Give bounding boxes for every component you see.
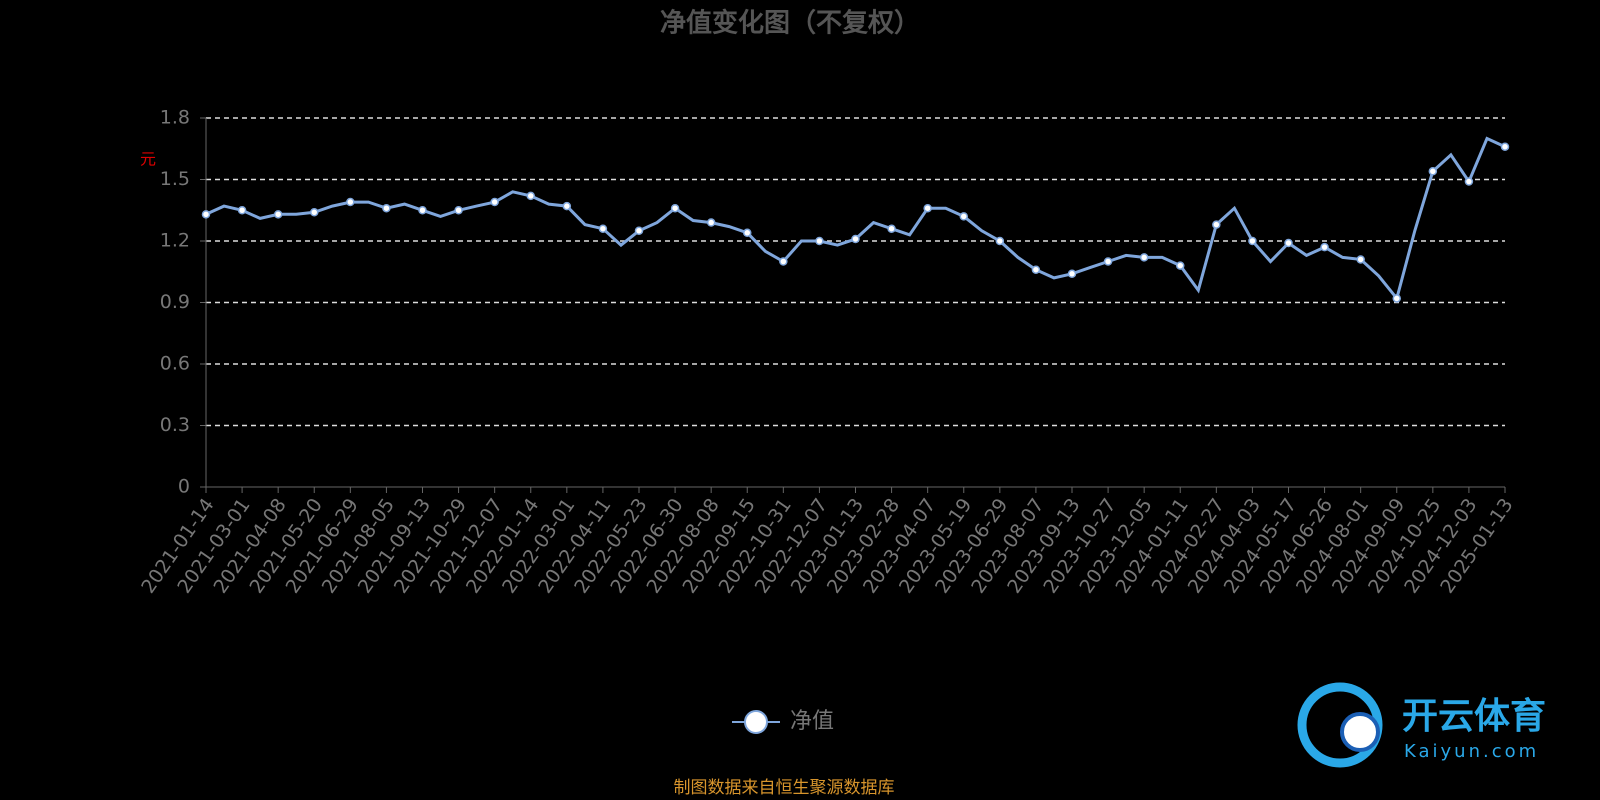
point-marker [1356, 255, 1365, 264]
point-marker [743, 228, 752, 238]
point-marker [1139, 253, 1149, 262]
point-marker [1284, 238, 1293, 248]
point-marker [634, 226, 644, 235]
point-marker [1428, 167, 1438, 176]
point-marker [382, 203, 391, 213]
point-marker [670, 203, 680, 213]
point-marker [562, 201, 572, 211]
logo-ball [1340, 712, 1380, 752]
point-marker [490, 197, 499, 207]
y-tick-label: 0.9 [160, 291, 190, 313]
y-tick-label: 0 [178, 476, 190, 498]
point-marker [923, 203, 932, 213]
point-marker [1392, 294, 1401, 303]
point-marker [706, 218, 716, 227]
point-marker [995, 236, 1005, 246]
point-marker [959, 212, 968, 221]
point-marker [1176, 261, 1185, 270]
y-tick-label: 1.5 [160, 168, 190, 190]
legend-label: 净值 [790, 709, 834, 734]
point-marker [1248, 236, 1257, 246]
point-marker [1212, 220, 1221, 229]
point-marker [598, 224, 608, 233]
point-marker [418, 206, 427, 215]
point-marker [1103, 257, 1113, 266]
point-marker [1500, 142, 1510, 151]
point-marker [779, 257, 788, 266]
point-marker [851, 234, 860, 244]
watermark-brand: 开云体育 [1402, 696, 1546, 737]
y-tick-label: 1.8 [160, 107, 190, 129]
chart-title: 净值变化图（不复权） [660, 8, 920, 39]
y-tick-label: 0.6 [160, 353, 190, 375]
legend-marker [744, 710, 768, 734]
point-marker [237, 206, 247, 215]
point-marker [1031, 265, 1041, 274]
point-marker [273, 210, 283, 219]
point-marker [1067, 269, 1077, 279]
y-tick-label: 1.2 [160, 230, 190, 252]
point-marker [454, 206, 463, 215]
point-marker [1320, 242, 1329, 252]
y-axis-label: 元 [140, 150, 156, 169]
point-marker [1464, 177, 1474, 186]
watermark: 开云体育 Kaiyun.com [1297, 682, 1546, 768]
y-tick-label: 0.3 [160, 414, 190, 436]
point-marker [526, 191, 535, 201]
point-marker [815, 236, 824, 246]
point-marker [201, 210, 211, 219]
series-line [205, 136, 1506, 302]
point-marker [310, 208, 319, 217]
point-marker [887, 224, 896, 233]
source-note: 制图数据来自恒生聚源数据库 [674, 778, 895, 798]
watermark-site: Kaiyun.com [1404, 741, 1539, 762]
point-marker [346, 197, 355, 207]
